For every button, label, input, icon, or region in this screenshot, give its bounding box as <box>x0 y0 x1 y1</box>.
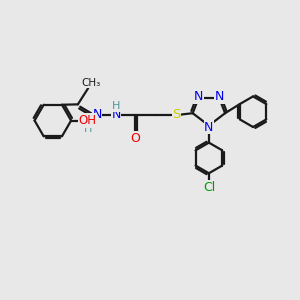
Text: N: N <box>214 90 224 103</box>
Text: N: N <box>194 90 203 103</box>
Text: S: S <box>172 108 181 121</box>
Text: N: N <box>92 108 102 121</box>
Text: H: H <box>112 101 120 111</box>
Text: N: N <box>92 108 102 121</box>
Text: O: O <box>130 132 140 145</box>
Text: H: H <box>84 124 92 134</box>
Text: N: N <box>204 121 214 134</box>
Text: Cl: Cl <box>203 181 215 194</box>
Text: H: H <box>112 101 120 111</box>
Text: N: N <box>214 90 224 103</box>
Text: OH: OH <box>79 114 97 127</box>
Text: OH: OH <box>79 114 97 127</box>
Text: O: O <box>130 132 140 145</box>
Text: N: N <box>112 108 121 121</box>
Text: Cl: Cl <box>203 181 215 194</box>
Text: N: N <box>194 90 203 103</box>
Text: CH₃: CH₃ <box>82 78 101 88</box>
Text: N: N <box>112 108 121 121</box>
Text: S: S <box>172 108 181 121</box>
Text: N: N <box>204 121 214 134</box>
